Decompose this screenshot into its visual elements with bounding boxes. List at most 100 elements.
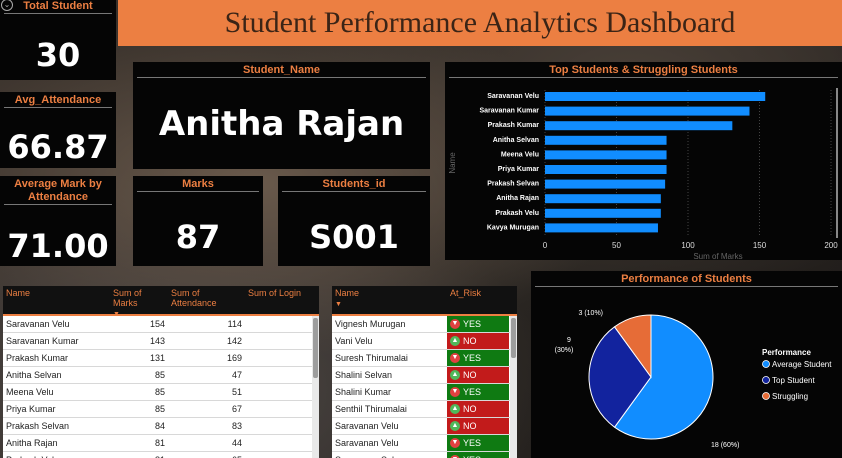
table-body: Saravanan Velu 154 114 Saravanan Kumar 143 14… bbox=[3, 316, 319, 458]
table-cell: 67 bbox=[231, 404, 242, 414]
table-cell: 81 bbox=[110, 455, 168, 458]
table-row[interactable]: Saravanan Selvan▼YES bbox=[332, 452, 517, 458]
students-id-value: S001 bbox=[309, 218, 399, 256]
student-name-value: Anitha Rajan bbox=[158, 104, 405, 144]
table-cell: Shalini Selvan bbox=[335, 370, 393, 380]
at-risk-cell: ▼YES bbox=[447, 452, 509, 458]
at-risk-cell: ▼YES bbox=[447, 435, 509, 451]
at-risk-cell: ▲ NO bbox=[447, 333, 509, 349]
table-body: Vignesh Murugan ▼ YES Vani Velu ▲ NO Suresh Th… bbox=[332, 316, 517, 458]
table-row[interactable]: Priya Kumar 85 67 bbox=[3, 401, 319, 418]
col-header-login[interactable]: Sum of Login bbox=[248, 288, 302, 298]
y-tick-label: Saravanan Velu bbox=[487, 93, 539, 100]
marks-label: Marks bbox=[182, 178, 214, 190]
y-tick-label: Anitha Rajan bbox=[496, 195, 539, 202]
table-cell: 83 bbox=[231, 421, 242, 431]
table-cell: 85 bbox=[154, 404, 165, 414]
table-cell: Suresh Thirumalai bbox=[335, 353, 408, 363]
table-cell: Saravanan Velu bbox=[335, 421, 399, 431]
table-row[interactable]: Saravanan Velu ▼ YES bbox=[332, 435, 517, 452]
avg-mark-label: Average Mark by Attendance bbox=[14, 178, 102, 203]
table-row[interactable]: Prakash Kumar 131 169 bbox=[3, 350, 319, 367]
col-header-name[interactable]: Name bbox=[6, 288, 31, 298]
table-cell: Shalini Kumar bbox=[335, 387, 392, 397]
legend-marker bbox=[762, 376, 770, 384]
risk-down-icon: ▼ bbox=[450, 319, 460, 329]
top-students-bar-chart[interactable]: Top Students & Struggling Students 0 50 10… bbox=[445, 62, 842, 260]
table-cell: 143 bbox=[149, 336, 165, 346]
table-cell: 85 bbox=[154, 387, 165, 397]
table-cell: 169 bbox=[226, 353, 242, 363]
table-row[interactable]: Prakash Velu8165 bbox=[3, 452, 319, 458]
table-cell: Prakash Selvan bbox=[6, 421, 70, 431]
y-tick-label: Anitha Selvan bbox=[493, 137, 539, 144]
student-summary-table[interactable]: Name Sum of Marks ▼ Sum of Attendance Sum… bbox=[3, 286, 319, 458]
x-tick-label: 100 bbox=[681, 241, 695, 250]
performance-pie-chart[interactable]: Performance of Students 18 (60%) 9 (30%) 3 … bbox=[531, 271, 842, 458]
avg-mark-card[interactable]: Average Mark by Attendance 71.00 bbox=[0, 176, 116, 266]
table-row[interactable]: Saravanan Velu 154 114 bbox=[3, 316, 319, 333]
expand-icon[interactable]: ⌄ bbox=[1, 0, 13, 11]
y-tick-label: Prakash Velu bbox=[495, 210, 539, 217]
at-risk-value: YES bbox=[463, 353, 482, 363]
dashboard-title: Student Performance Analytics Dashboard bbox=[224, 6, 736, 39]
col-header-attendance[interactable]: Sum of Attendance bbox=[171, 288, 217, 308]
y-tick-label: Saravanan Kumar bbox=[479, 108, 539, 115]
total-student-card[interactable]: ⌄ Total Student 30 bbox=[0, 0, 116, 80]
x-tick-label: 0 bbox=[543, 241, 548, 250]
table-row[interactable]: Meena Velu 85 51 bbox=[3, 384, 319, 401]
table-header: Name Sum of Marks ▼ Sum of Attendance Sum… bbox=[3, 286, 319, 318]
table-cell: 84 bbox=[154, 421, 165, 431]
bar bbox=[545, 135, 667, 145]
at-risk-value: NO bbox=[463, 421, 477, 431]
col-header-marks[interactable]: Sum of Marks ▼ bbox=[113, 288, 142, 318]
table-row[interactable]: Shalini Kumar ▼ YES bbox=[332, 384, 517, 401]
table-row[interactable]: Saravanan Kumar 143 142 bbox=[3, 333, 319, 350]
y-axis-label: Name bbox=[448, 152, 457, 174]
table-cell: 154 bbox=[149, 319, 165, 329]
table-cell: Anitha Selvan bbox=[6, 370, 62, 380]
table-cell: Saravanan Selvan bbox=[332, 455, 447, 458]
table-row[interactable]: Vignesh Murugan ▼ YES bbox=[332, 316, 517, 333]
risk-down-icon: ▼ bbox=[450, 438, 460, 448]
at-risk-cell: ▲ NO bbox=[447, 418, 509, 434]
at-risk-value: NO bbox=[463, 404, 477, 414]
marks-card[interactable]: Marks 87 bbox=[133, 176, 263, 266]
x-tick-label: 200 bbox=[824, 241, 838, 250]
col-header-at-risk[interactable]: At_Risk bbox=[450, 288, 482, 298]
table-row[interactable]: Senthil Thirumalai ▲ NO bbox=[332, 401, 517, 418]
bar bbox=[545, 121, 733, 131]
table-scrollbar[interactable] bbox=[510, 316, 517, 458]
table-cell: Prakash Kumar bbox=[6, 353, 69, 363]
at-risk-value: YES bbox=[463, 438, 482, 448]
student-name-label: Student_Name bbox=[242, 64, 321, 76]
student-name-card[interactable]: Student_Name Anitha Rajan bbox=[133, 62, 430, 169]
data-label: (30%) bbox=[555, 347, 574, 354]
table-cell: Vignesh Murugan bbox=[335, 319, 406, 329]
x-axis-label: Sum of Marks bbox=[693, 252, 742, 260]
table-row[interactable]: Vani Velu ▲ NO bbox=[332, 333, 517, 350]
table-row[interactable]: Saravanan Velu ▲ NO bbox=[332, 418, 517, 435]
y-tick-label: Prakash Selvan bbox=[487, 181, 539, 188]
table-row[interactable]: Anitha Selvan 85 47 bbox=[3, 367, 319, 384]
data-label: 18 (60%) bbox=[711, 442, 739, 449]
avg-attendance-value: 66.87 bbox=[7, 128, 109, 166]
at-risk-cell: ▲ NO bbox=[447, 367, 509, 383]
at-risk-cell: ▼YES bbox=[447, 350, 509, 366]
dashboard-title-bar: Student Performance Analytics Dashboard bbox=[118, 0, 842, 46]
table-row[interactable]: Suresh Thirumalai ▼ YES bbox=[332, 350, 517, 367]
table-scrollbar[interactable] bbox=[312, 316, 319, 458]
data-label: 3 (10%) bbox=[578, 310, 603, 317]
table-row[interactable]: Shalini Selvan ▲ NO bbox=[332, 367, 517, 384]
students-id-card[interactable]: Students_id S001 bbox=[278, 176, 430, 266]
table-cell: Priya Kumar bbox=[6, 404, 56, 414]
table-row[interactable]: Anitha Rajan 81 44 bbox=[3, 435, 319, 452]
table-cell: Prakash Velu bbox=[3, 455, 110, 458]
at-risk-table[interactable]: Name ▼ At_Risk Vignesh Murugan ▼ YES Vani Ve… bbox=[332, 286, 517, 458]
table-cell: 131 bbox=[149, 353, 165, 363]
table-row[interactable]: Prakash Selvan 84 83 bbox=[3, 418, 319, 435]
bar bbox=[545, 106, 750, 116]
at-risk-cell: ▲ NO bbox=[447, 401, 509, 417]
col-header-name[interactable]: Name ▼ bbox=[335, 288, 360, 308]
avg-attendance-card[interactable]: Avg_Attendance 66.87 bbox=[0, 92, 116, 168]
